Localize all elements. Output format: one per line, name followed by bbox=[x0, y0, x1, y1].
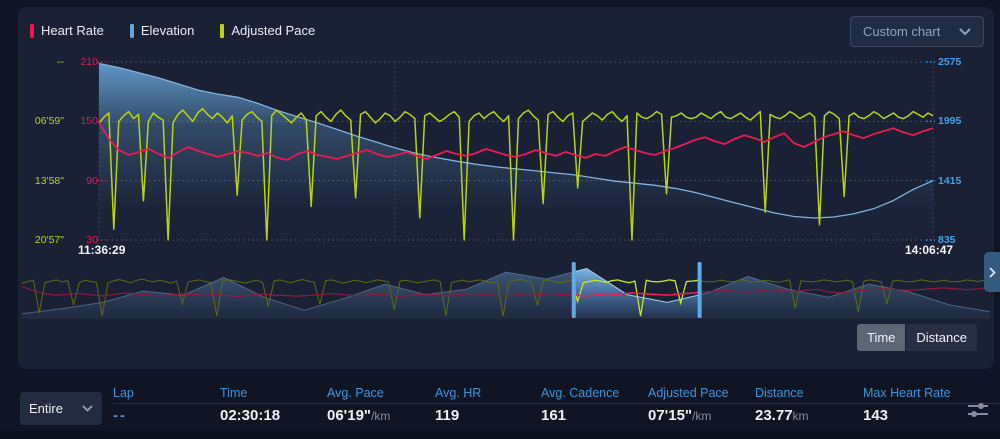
elevation-axis-label-2: 1415 bbox=[938, 175, 962, 187]
cell-distance: 23.77km bbox=[755, 407, 809, 424]
cell-max-heart-rate: 143 bbox=[863, 407, 889, 424]
col-header-avg-cadence: Avg. Cadence bbox=[541, 386, 620, 400]
cell-lap: -- bbox=[113, 407, 127, 424]
legend-label-adjusted-pace: Adjusted Pace bbox=[231, 23, 316, 38]
table-settings-sliders-icon[interactable] bbox=[966, 401, 990, 419]
col-header-avg-pace: Avg. Pace bbox=[327, 386, 384, 400]
cell-avg-hr: 119 bbox=[435, 407, 460, 424]
custom-chart-label: Custom chart bbox=[863, 24, 941, 39]
pace-axis-label-1: 06'59" bbox=[34, 115, 64, 127]
chevron-down-icon bbox=[82, 405, 93, 412]
col-header-lap: Lap bbox=[113, 386, 134, 400]
col-header-distance: Distance bbox=[755, 386, 804, 400]
chevron-right-icon bbox=[989, 267, 996, 277]
elevation-swatch bbox=[129, 23, 134, 38]
x-axis-start-label: 11:36:29 bbox=[78, 243, 126, 257]
bottom-strip bbox=[0, 431, 1000, 439]
elevation-axis-label-1: 1995 bbox=[938, 115, 962, 127]
legend-label-heart-rate: Heart Rate bbox=[41, 23, 104, 38]
expand-panel-tab[interactable] bbox=[984, 252, 1000, 292]
hr-axis-label-2: 90 bbox=[86, 175, 98, 187]
cell-avg-cadence: 161 bbox=[541, 407, 567, 424]
minimap-selection[interactable] bbox=[572, 262, 702, 318]
legend-item-adjusted-pace[interactable]: Adjusted Pace bbox=[220, 23, 315, 38]
elevation-axis-label-0: 2575 bbox=[938, 56, 962, 68]
distance-toggle-button[interactable]: Distance bbox=[906, 324, 977, 351]
pace-axis-label-0: -- bbox=[57, 56, 64, 68]
hr-axis-label-0: 210 bbox=[80, 56, 98, 68]
custom-chart-dropdown[interactable]: Custom chart bbox=[850, 16, 984, 47]
lap-selector-label: Entire bbox=[29, 401, 63, 416]
adjusted-pace-swatch bbox=[220, 23, 225, 38]
cell-adjusted-pace: 07'15"/km bbox=[648, 407, 712, 424]
chevron-down-icon bbox=[959, 28, 971, 35]
col-header-adjusted-pace: Adjusted Pace bbox=[648, 386, 729, 400]
cell-avg-pace: 06'19"/km bbox=[327, 407, 391, 424]
heart-rate-swatch bbox=[30, 23, 34, 38]
cell-time: 02:30:18 bbox=[220, 407, 281, 424]
col-header-avg-hr: Avg. HR bbox=[435, 386, 482, 400]
table-separator bbox=[113, 403, 1000, 404]
legend-item-heart-rate[interactable]: Heart Rate bbox=[30, 23, 104, 38]
hr-axis-label-3: 30 bbox=[86, 234, 98, 246]
col-header-time: Time bbox=[220, 386, 248, 400]
lap-selector-dropdown[interactable]: Entire bbox=[20, 392, 102, 425]
legend-label-elevation: Elevation bbox=[140, 23, 195, 38]
elevation-axis-label-3: 835 bbox=[938, 234, 956, 246]
time-distance-toggle: Time Distance bbox=[857, 324, 977, 351]
pace-axis-label-2: 13'58" bbox=[34, 175, 64, 187]
time-toggle-button[interactable]: Time bbox=[857, 324, 906, 351]
col-header-max-heart-rate: Max Heart Rate bbox=[863, 386, 951, 400]
legend-item-elevation[interactable]: Elevation bbox=[129, 23, 195, 38]
hr-axis-label-1: 150 bbox=[80, 115, 98, 127]
x-axis-end-label: 14:06:47 bbox=[905, 243, 954, 257]
pace-axis-label-3: 20'57" bbox=[34, 234, 64, 246]
chart-legend: Heart Rate Elevation Adjusted Pace bbox=[30, 23, 315, 38]
main-chart-plot-area[interactable] bbox=[99, 62, 933, 240]
